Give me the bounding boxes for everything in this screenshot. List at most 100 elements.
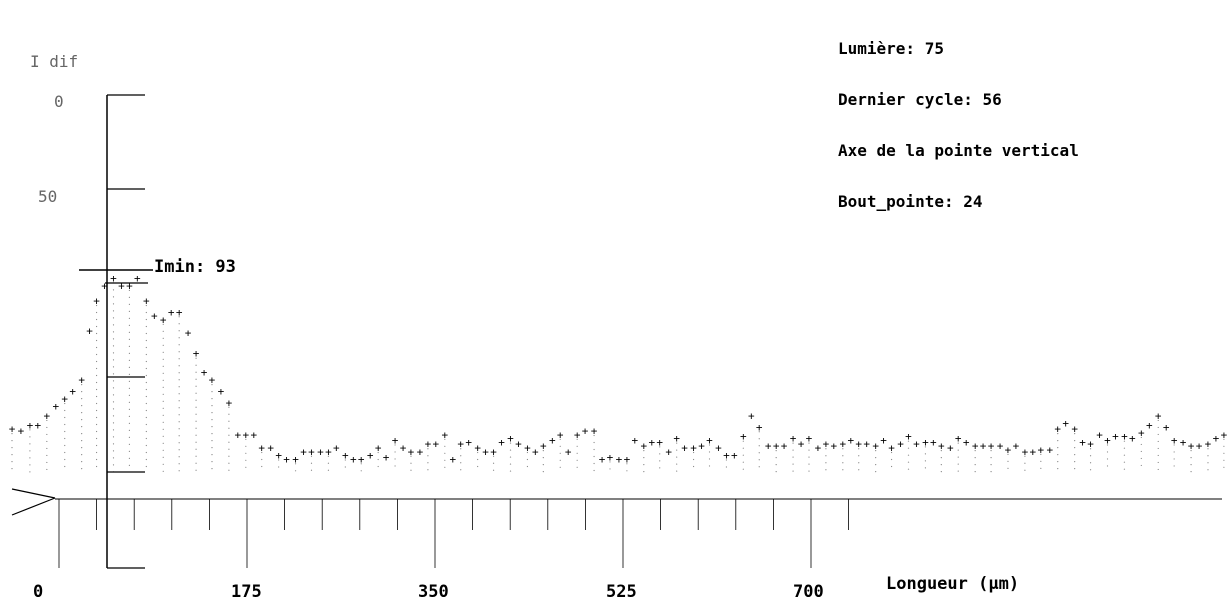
data-point: + — [86, 325, 93, 338]
stipple-dot — [162, 407, 164, 409]
stipple-dot — [162, 435, 164, 437]
stipple-dot — [128, 289, 131, 291]
stipple-dot — [858, 469, 860, 471]
stipple-dot — [692, 451, 695, 454]
stipple-dot — [1207, 469, 1209, 471]
stipple-dot — [95, 325, 98, 328]
data-point: + — [408, 445, 415, 458]
data-point: + — [1155, 409, 1162, 422]
stipple-dot — [81, 384, 83, 386]
stipple-dot — [1157, 447, 1159, 450]
data-point: + — [61, 392, 68, 405]
stipple-dot — [559, 459, 561, 461]
stipple-dot — [11, 447, 13, 449]
stipple-dot — [758, 438, 760, 440]
data-point: + — [1022, 445, 1029, 458]
data-points: + + + +++++++++++ ++++ ++ ++++++++ + ++ ++ + ++ + + + +… — [9, 272, 1227, 466]
stipple-dot — [162, 351, 164, 353]
stipple-dot — [1140, 450, 1142, 453]
stipple-dot — [162, 421, 164, 423]
stipple-dot — [842, 469, 844, 471]
stipple-dot — [394, 458, 396, 460]
stipple-dot — [676, 463, 678, 465]
data-point: + — [557, 428, 564, 441]
stipple-dot — [145, 332, 147, 335]
stipple-dot — [1024, 462, 1026, 464]
stipple-dot — [128, 457, 131, 459]
stipple-dot — [145, 381, 147, 384]
stipple-dot — [1140, 464, 1142, 467]
stipple-dot — [178, 316, 180, 318]
data-point: + — [930, 436, 937, 449]
stipple-dot — [145, 360, 147, 363]
stipple-dot — [228, 434, 230, 436]
stipple-dot — [178, 442, 180, 444]
stipple-dot — [112, 324, 115, 326]
stipple-dot — [294, 463, 297, 465]
stipple-dot — [211, 440, 213, 442]
stipple-dot — [659, 446, 661, 448]
stipple-dot — [1007, 453, 1009, 455]
stipple-dot — [310, 462, 313, 464]
stipple-dot — [1207, 448, 1209, 450]
stipple-dot — [907, 468, 910, 470]
stipple-dot — [112, 345, 115, 347]
stipple-dot — [112, 387, 115, 389]
data-point: + — [815, 441, 822, 454]
stipple-dot — [509, 449, 512, 451]
data-point: + — [847, 434, 854, 447]
stipple-dot — [1190, 471, 1192, 473]
stipple-dot — [162, 456, 164, 458]
stipple-dot — [360, 463, 362, 465]
stipple-dot — [460, 469, 462, 471]
data-point: + — [101, 279, 108, 292]
y-tick-label-0: 0 — [54, 92, 64, 111]
stipple-dot — [211, 454, 213, 456]
stipple-dot — [1089, 455, 1092, 457]
stipple-dot — [1089, 469, 1092, 471]
y-axis — [106, 94, 145, 569]
stipple-dot — [1057, 440, 1059, 442]
stipple-dot — [46, 433, 48, 436]
stipple-dot — [444, 466, 446, 468]
stipple-dot — [112, 401, 115, 403]
stipple-dot — [162, 414, 164, 416]
stipple-dot — [957, 456, 959, 458]
stipple-dot — [128, 408, 131, 410]
dernier-cycle-text: Dernier cycle: 56 — [838, 90, 1002, 109]
stipple-dot — [95, 388, 98, 391]
stipple-dot — [542, 464, 544, 466]
stipple-dot — [95, 423, 98, 426]
stipple-dot — [990, 464, 992, 466]
stipple-dot — [1074, 468, 1076, 470]
stipple-dot — [1106, 451, 1109, 453]
stipple-dot — [178, 386, 180, 388]
stipple-dot — [128, 443, 131, 445]
stipple-dot — [145, 416, 147, 419]
stipple-dot — [1173, 465, 1175, 467]
stipple-dot — [427, 469, 429, 471]
stipple-dot — [907, 461, 910, 463]
stipple-dot — [112, 289, 115, 291]
stipple-dot — [211, 426, 213, 428]
data-point: + — [250, 428, 257, 441]
data-point: + — [963, 436, 970, 449]
stipple-dot — [278, 459, 280, 461]
stipple-dot — [46, 440, 48, 443]
stipple-dot — [145, 353, 147, 356]
stipple-dot — [492, 462, 495, 464]
stipple-dot — [81, 440, 83, 442]
stipple-dot — [162, 365, 164, 367]
x-tick-marks — [58, 499, 849, 568]
data-point: + — [540, 440, 547, 453]
stipple-dot — [676, 442, 678, 444]
stipple-dot — [1157, 419, 1159, 422]
stipple-dot — [128, 310, 131, 312]
stipple-dot — [195, 413, 197, 415]
stipple-dot — [211, 447, 213, 449]
stipple-dot — [576, 438, 578, 440]
stipple-dot — [128, 429, 131, 431]
stipple-dot — [112, 443, 115, 445]
stipple-dot — [1074, 440, 1076, 442]
